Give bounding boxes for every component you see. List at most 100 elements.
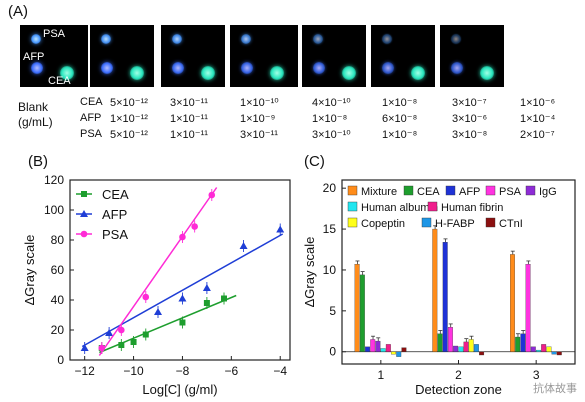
bar-human-fibrin xyxy=(463,341,469,352)
bar-h-fabp xyxy=(551,351,557,355)
conc-value: 1×10⁻⁴ xyxy=(520,113,556,125)
conc-value: 3×10⁻¹¹ xyxy=(240,129,278,141)
selectivity-chart: 0 5 10 15 20 1 2 3 Detection zone ΔGray scale Mixt… xyxy=(302,179,576,397)
conc-value: 3×10⁻⁶ xyxy=(452,113,488,125)
legend-swatch xyxy=(525,185,536,196)
legend-swatch xyxy=(403,185,414,196)
y-tick-label: 80 xyxy=(51,233,65,247)
psa-spot xyxy=(101,34,111,44)
conc-value: 1×10⁻⁸ xyxy=(382,129,418,141)
legend-swatch xyxy=(421,217,432,228)
afp-spot xyxy=(313,62,325,74)
watermark: 抗体故事 xyxy=(533,383,577,395)
cea-spot xyxy=(60,66,74,80)
bar-copeptin xyxy=(468,339,474,352)
legend-swatch xyxy=(445,185,456,196)
bar-human-fibrin xyxy=(541,344,547,352)
conc-value: 1×10⁻⁸ xyxy=(312,113,348,125)
fluorescence-tile xyxy=(440,25,504,87)
y-tick-label: 0 xyxy=(329,345,336,359)
conc-value: 2×10⁻⁷ xyxy=(520,129,555,141)
bar-h-fabp xyxy=(473,344,479,352)
y-axis-label: ΔGray scale xyxy=(302,237,317,308)
legend-swatch xyxy=(347,185,358,196)
fluorescence-tile xyxy=(230,25,298,87)
fluorescence-tile xyxy=(90,25,154,87)
fluorescence-tile xyxy=(371,25,435,87)
bar-cea xyxy=(515,336,521,352)
bar-psa xyxy=(525,264,531,352)
conc-value: 1×10⁻⁶ xyxy=(520,97,556,109)
afp-spot xyxy=(101,62,113,74)
panel-b-label: (B) xyxy=(28,153,48,170)
conc-row-label: CEA xyxy=(80,96,103,108)
psa-spot xyxy=(382,34,392,44)
legend-marker xyxy=(80,210,88,217)
x-tick-label: −4 xyxy=(273,364,287,378)
y-tick-label: 10 xyxy=(323,263,337,277)
fit-line-psa xyxy=(98,187,218,356)
bar-mixture xyxy=(510,254,515,352)
legend-swatch xyxy=(347,201,358,212)
legend-label: Copeptin xyxy=(361,218,405,230)
y-tick-label: 100 xyxy=(44,203,64,217)
fluorescence-tile: PSA AFP CEA xyxy=(20,25,88,87)
y-tick-label: 60 xyxy=(51,263,65,277)
legend-label: PSA xyxy=(499,186,522,198)
bar-mixture xyxy=(432,228,438,352)
x-tick-label: 1 xyxy=(377,368,384,382)
bar-igg xyxy=(530,346,536,352)
y-tick-label: 20 xyxy=(51,323,65,337)
conc-value: 1×10⁻⁹ xyxy=(240,113,276,125)
bar-psa xyxy=(447,327,453,352)
bar-igg xyxy=(453,345,459,352)
afp-spot xyxy=(172,62,184,74)
legend-label: Human fibrin xyxy=(441,202,503,214)
x-axis-label: Detection zone xyxy=(415,382,502,397)
conc-value: 3×10⁻¹⁰ xyxy=(312,129,351,141)
conc-value: 4×10⁻¹⁰ xyxy=(312,97,351,109)
conc-row-label: PSA xyxy=(80,128,103,140)
x-axis-label: Log[C] (g/ml) xyxy=(142,382,217,397)
cea-spot xyxy=(480,66,494,80)
y-tick-label: 0 xyxy=(57,353,64,367)
bar-afp xyxy=(365,346,370,352)
legend-label: CEA xyxy=(102,187,129,202)
panel-c-label: (C) xyxy=(304,153,325,170)
bar-human-albumin xyxy=(458,346,464,352)
conc-value: 1×10⁻¹¹ xyxy=(170,129,208,141)
x-tick-label: 2 xyxy=(455,368,462,382)
x-tick-label: −8 xyxy=(176,364,190,378)
blank-label-line2: (g/mL) xyxy=(18,115,53,129)
legend-label: CTnI xyxy=(499,218,523,230)
x-tick-label: −6 xyxy=(224,364,238,378)
calibration-chart: −12 −10 −8 −6 −4 0 20 40 60 80 100 120 Log[C] (g/ml)… xyxy=(22,173,291,397)
bar-human-albumin xyxy=(380,348,386,352)
conc-value: 1×10⁻⁸ xyxy=(382,97,418,109)
cea-spot xyxy=(130,66,144,80)
cea-spot xyxy=(411,66,425,80)
conc-value: 5×10⁻¹² xyxy=(110,129,148,141)
y-tick-label: 5 xyxy=(329,304,336,318)
conc-row-label: AFP xyxy=(80,112,102,124)
conc-value: 5×10⁻¹² xyxy=(110,97,148,109)
fluorescence-tile xyxy=(161,25,225,87)
bar-ctni xyxy=(479,351,485,356)
psa-spot xyxy=(172,34,182,44)
bar-cea xyxy=(437,333,443,352)
y-tick-label: 15 xyxy=(323,222,337,236)
bar-copeptin xyxy=(546,346,552,352)
legend-label: PSA xyxy=(102,227,128,242)
legend-label: AFP xyxy=(459,186,480,198)
bar-ctni xyxy=(556,351,562,356)
legend-marker xyxy=(80,230,88,238)
legend-swatch xyxy=(485,185,496,196)
y-tick-label: 120 xyxy=(44,173,64,187)
bar-human-albumin xyxy=(536,349,541,352)
y-tick-label: 40 xyxy=(51,293,65,307)
bar-igg xyxy=(375,340,381,352)
x-tick-label: −10 xyxy=(123,364,144,378)
y-axis-label: ΔGray scale xyxy=(22,235,37,306)
conc-value: 1×10⁻¹⁰ xyxy=(240,97,279,109)
conc-value: 3×10⁻⁸ xyxy=(452,129,488,141)
